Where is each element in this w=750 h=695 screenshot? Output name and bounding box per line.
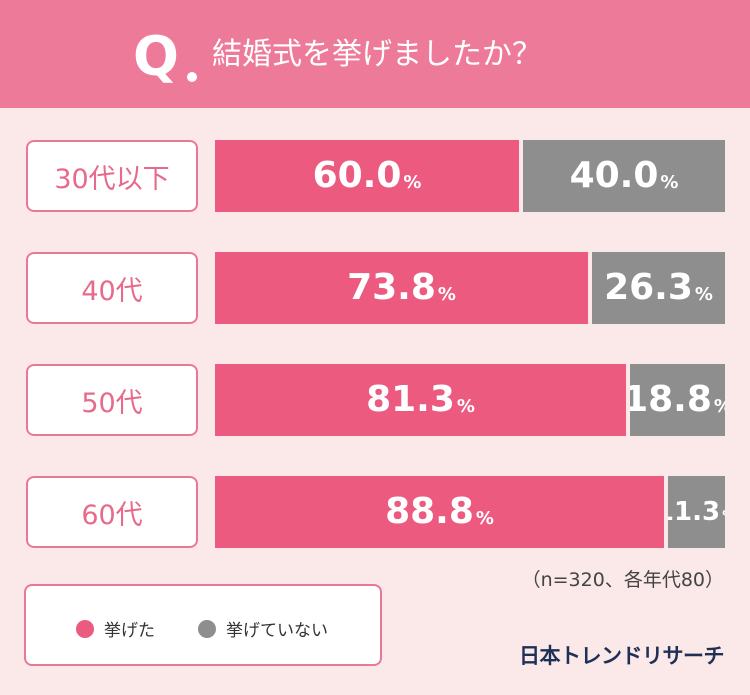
data-label: 11.3	[668, 497, 721, 527]
data-label-unit: %	[714, 396, 725, 417]
bar-segment-no: 18.8%	[630, 364, 725, 436]
data-label-unit: %	[456, 395, 475, 417]
data-label: 18.8	[630, 379, 712, 420]
data-label: 60.0	[312, 155, 402, 196]
q-dot	[187, 72, 197, 82]
data-label-unit: %	[722, 507, 725, 525]
data-label-unit: %	[660, 171, 679, 193]
brand-logo: 日本トレンドリサーチ	[519, 644, 725, 668]
category-label: 40代	[26, 252, 198, 324]
sample-note: （n=320、各年代80）	[521, 569, 724, 591]
bar-segment-yes: 60.0%	[215, 140, 519, 212]
data-label: 73.8	[347, 267, 436, 308]
bar-segment-yes: 88.8%	[215, 476, 664, 548]
category-label: 60代	[26, 476, 198, 548]
question-header: Q 結婚式を挙げましたか？	[0, 0, 750, 108]
data-label-unit: %	[694, 283, 713, 305]
legend-label-yes: 挙げた	[104, 621, 155, 641]
bar-segment-no: 26.3%	[592, 252, 725, 324]
bar-segment-no: 11.3%	[668, 476, 725, 548]
bar-segment-no: 40.0%	[523, 140, 725, 212]
question-title: 結婚式を挙げましたか？	[212, 37, 542, 72]
bar-segment-yes: 73.8%	[215, 252, 588, 324]
legend-label-no: 挙げていない	[226, 621, 328, 641]
category-label: 50代	[26, 364, 198, 436]
data-label-unit: %	[437, 283, 456, 305]
legend: 挙げた 挙げていない	[24, 584, 382, 666]
data-label: 81.3	[366, 379, 455, 420]
data-label-unit: %	[403, 171, 422, 193]
data-label: 88.8	[385, 491, 474, 532]
data-label-unit: %	[475, 507, 494, 529]
legend-swatch-no	[198, 619, 216, 638]
data-label: 40.0	[569, 155, 659, 196]
category-label: 30代以下	[26, 140, 198, 212]
q-mark: Q	[133, 25, 179, 88]
legend-item-yes: 挙げた	[76, 616, 155, 641]
legend-item-no: 挙げていない	[198, 616, 328, 641]
legend-swatch-yes	[76, 619, 94, 638]
bar-segment-yes: 81.3%	[215, 364, 626, 436]
data-label: 26.3	[604, 267, 693, 308]
